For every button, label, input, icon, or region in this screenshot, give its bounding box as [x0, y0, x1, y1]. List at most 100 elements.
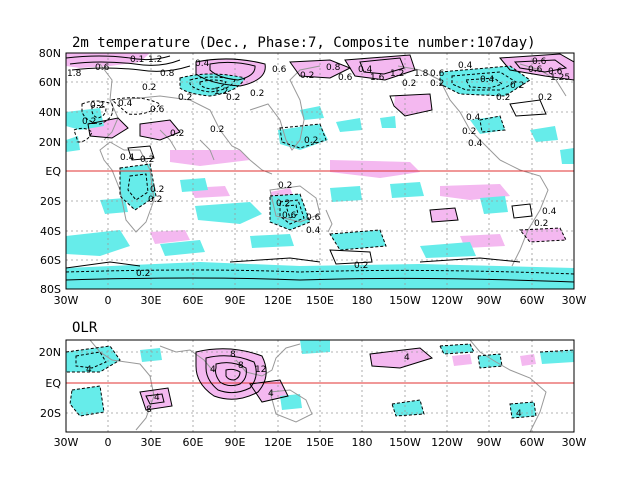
- x-tick-label: 30W: [562, 436, 587, 449]
- olr-contour-labels: 4 8 12 8 4 4 8 4 4 4: [86, 350, 522, 419]
- contour-label: 0.2: [510, 81, 524, 91]
- x-tick-label: 90E: [225, 436, 246, 449]
- x-tick-label: 150E: [306, 436, 334, 449]
- y-tick-label: 40S: [40, 225, 61, 238]
- contour-label: 1.6: [370, 73, 385, 83]
- y-tick-label: 20S: [40, 195, 61, 208]
- contour-label: 0.2: [90, 101, 104, 111]
- bottom-frame: [65, 339, 575, 433]
- x-tick-label: 60E: [183, 436, 204, 449]
- y-tick-label: 80S: [40, 283, 61, 296]
- x-tick-label: 90W: [477, 294, 502, 307]
- x-tick-label: 90W: [477, 436, 502, 449]
- bottom-map-area: 4 8 12 8 4 4 8 4 4 4: [66, 340, 574, 432]
- contour-label: 1.2: [214, 87, 228, 97]
- contour-label: 0.6: [430, 69, 445, 79]
- contour-label: 1.8: [67, 69, 82, 79]
- contour-label: 0.2: [430, 79, 444, 89]
- x-tick-label: 30W: [54, 294, 79, 307]
- contour-label: 0.4: [118, 99, 133, 109]
- contour-label: 0.4: [542, 207, 557, 217]
- contour-label: 0.2: [250, 89, 264, 99]
- contour-label: 8: [146, 405, 152, 415]
- top-frame: [65, 52, 575, 290]
- contour-label: 4: [404, 353, 410, 363]
- contour-label: 0.6: [95, 63, 110, 73]
- olr-positive-shading: [140, 348, 536, 410]
- x-tick-label: 90E: [225, 294, 246, 307]
- bottom-panel-title: OLR: [72, 320, 98, 336]
- contour-label: 0.2: [210, 125, 224, 135]
- y-tick-label: 20N: [39, 346, 61, 359]
- olr-contours: [66, 343, 574, 419]
- contour-label: 0.2: [148, 195, 162, 205]
- x-tick-label: 180: [352, 294, 373, 307]
- y-tick-label: EQ: [45, 165, 61, 178]
- top-panel-title: 2m temperature (Dec., Phase:7, Composite…: [72, 35, 536, 51]
- contour-label: 0.2: [278, 181, 292, 191]
- contour-label: 0.2: [538, 93, 552, 103]
- contour-label: 0.6: [272, 65, 287, 75]
- x-tick-label: 150W: [389, 436, 421, 449]
- top-panel: 2m temperature (Dec., Phase:7, Composite…: [39, 35, 587, 307]
- contour-label: 0.8: [160, 69, 175, 79]
- contour-label: 0.4: [120, 153, 135, 163]
- contour-label: 1.2: [148, 55, 162, 65]
- contour-label: 1.2: [390, 69, 404, 79]
- contour-label: 0.2: [496, 93, 510, 103]
- contour-label: 0.2: [276, 199, 290, 209]
- y-tick-label: 80N: [39, 47, 61, 60]
- x-tick-label: 120E: [264, 294, 292, 307]
- contour-label: 0.4: [306, 226, 321, 236]
- contour-label: 0.2: [534, 219, 548, 229]
- contour-label: 0.6: [532, 57, 547, 67]
- x-tick-label: 180: [352, 436, 373, 449]
- x-tick-label: 120W: [431, 436, 463, 449]
- contour-label: 0.2: [140, 155, 154, 165]
- x-tick-label: 60E: [183, 294, 204, 307]
- top-grid: [66, 53, 574, 289]
- bottom-panel: OLR: [39, 320, 587, 449]
- contour-label: 8: [230, 350, 236, 360]
- x-tick-label: 30E: [141, 294, 162, 307]
- top-x-axis: 30W 0 30E 60E 90E 120E 150E 180 150W 120…: [54, 294, 587, 307]
- coastlines: [99, 63, 567, 267]
- y-tick-label: 20S: [40, 407, 61, 420]
- contour-label: 0.6: [528, 65, 543, 75]
- contour-label: 4: [210, 365, 216, 375]
- contour-label: 0.6: [338, 73, 353, 83]
- contour-label: 0.2: [170, 129, 184, 139]
- contour-label: 0.2: [402, 79, 416, 89]
- contour-label: 0.4: [480, 75, 495, 85]
- contour-label: 0.4: [195, 59, 210, 69]
- x-tick-label: 150W: [389, 294, 421, 307]
- x-tick-label: 60W: [520, 294, 545, 307]
- contour-label: 0.6: [150, 105, 165, 115]
- contour-label: 0.2: [354, 261, 368, 271]
- contour-label: 0.8: [326, 63, 341, 73]
- contour-label: 0.2: [142, 83, 156, 93]
- contour-label: 4: [86, 365, 92, 375]
- contour-label: 8: [238, 361, 244, 371]
- x-tick-label: 30E: [141, 436, 162, 449]
- contour-label: 0.6: [306, 213, 321, 223]
- bottom-y-axis: 20N EQ 20S: [39, 346, 62, 420]
- x-tick-label: 120W: [431, 294, 463, 307]
- x-tick-label: 0: [105, 436, 112, 449]
- contour-label: 1.25: [550, 73, 570, 83]
- y-tick-label: EQ: [45, 377, 61, 390]
- contour-label: 0.6: [282, 211, 297, 221]
- x-tick-label: 30W: [54, 436, 79, 449]
- olr-negative-shading: [66, 340, 574, 418]
- y-tick-label: 40N: [39, 106, 61, 119]
- contour-label: 4: [516, 409, 522, 419]
- contour-label: 0.2: [82, 117, 96, 127]
- contour-label: 0.2: [300, 71, 314, 81]
- contour-label: 0.2: [304, 136, 318, 146]
- contour-label: 0.4: [358, 65, 373, 75]
- x-tick-label: 120E: [264, 436, 292, 449]
- contour-label: 0.2: [178, 93, 192, 103]
- top-contours: [66, 53, 574, 283]
- contour-label: 0.2: [462, 127, 476, 137]
